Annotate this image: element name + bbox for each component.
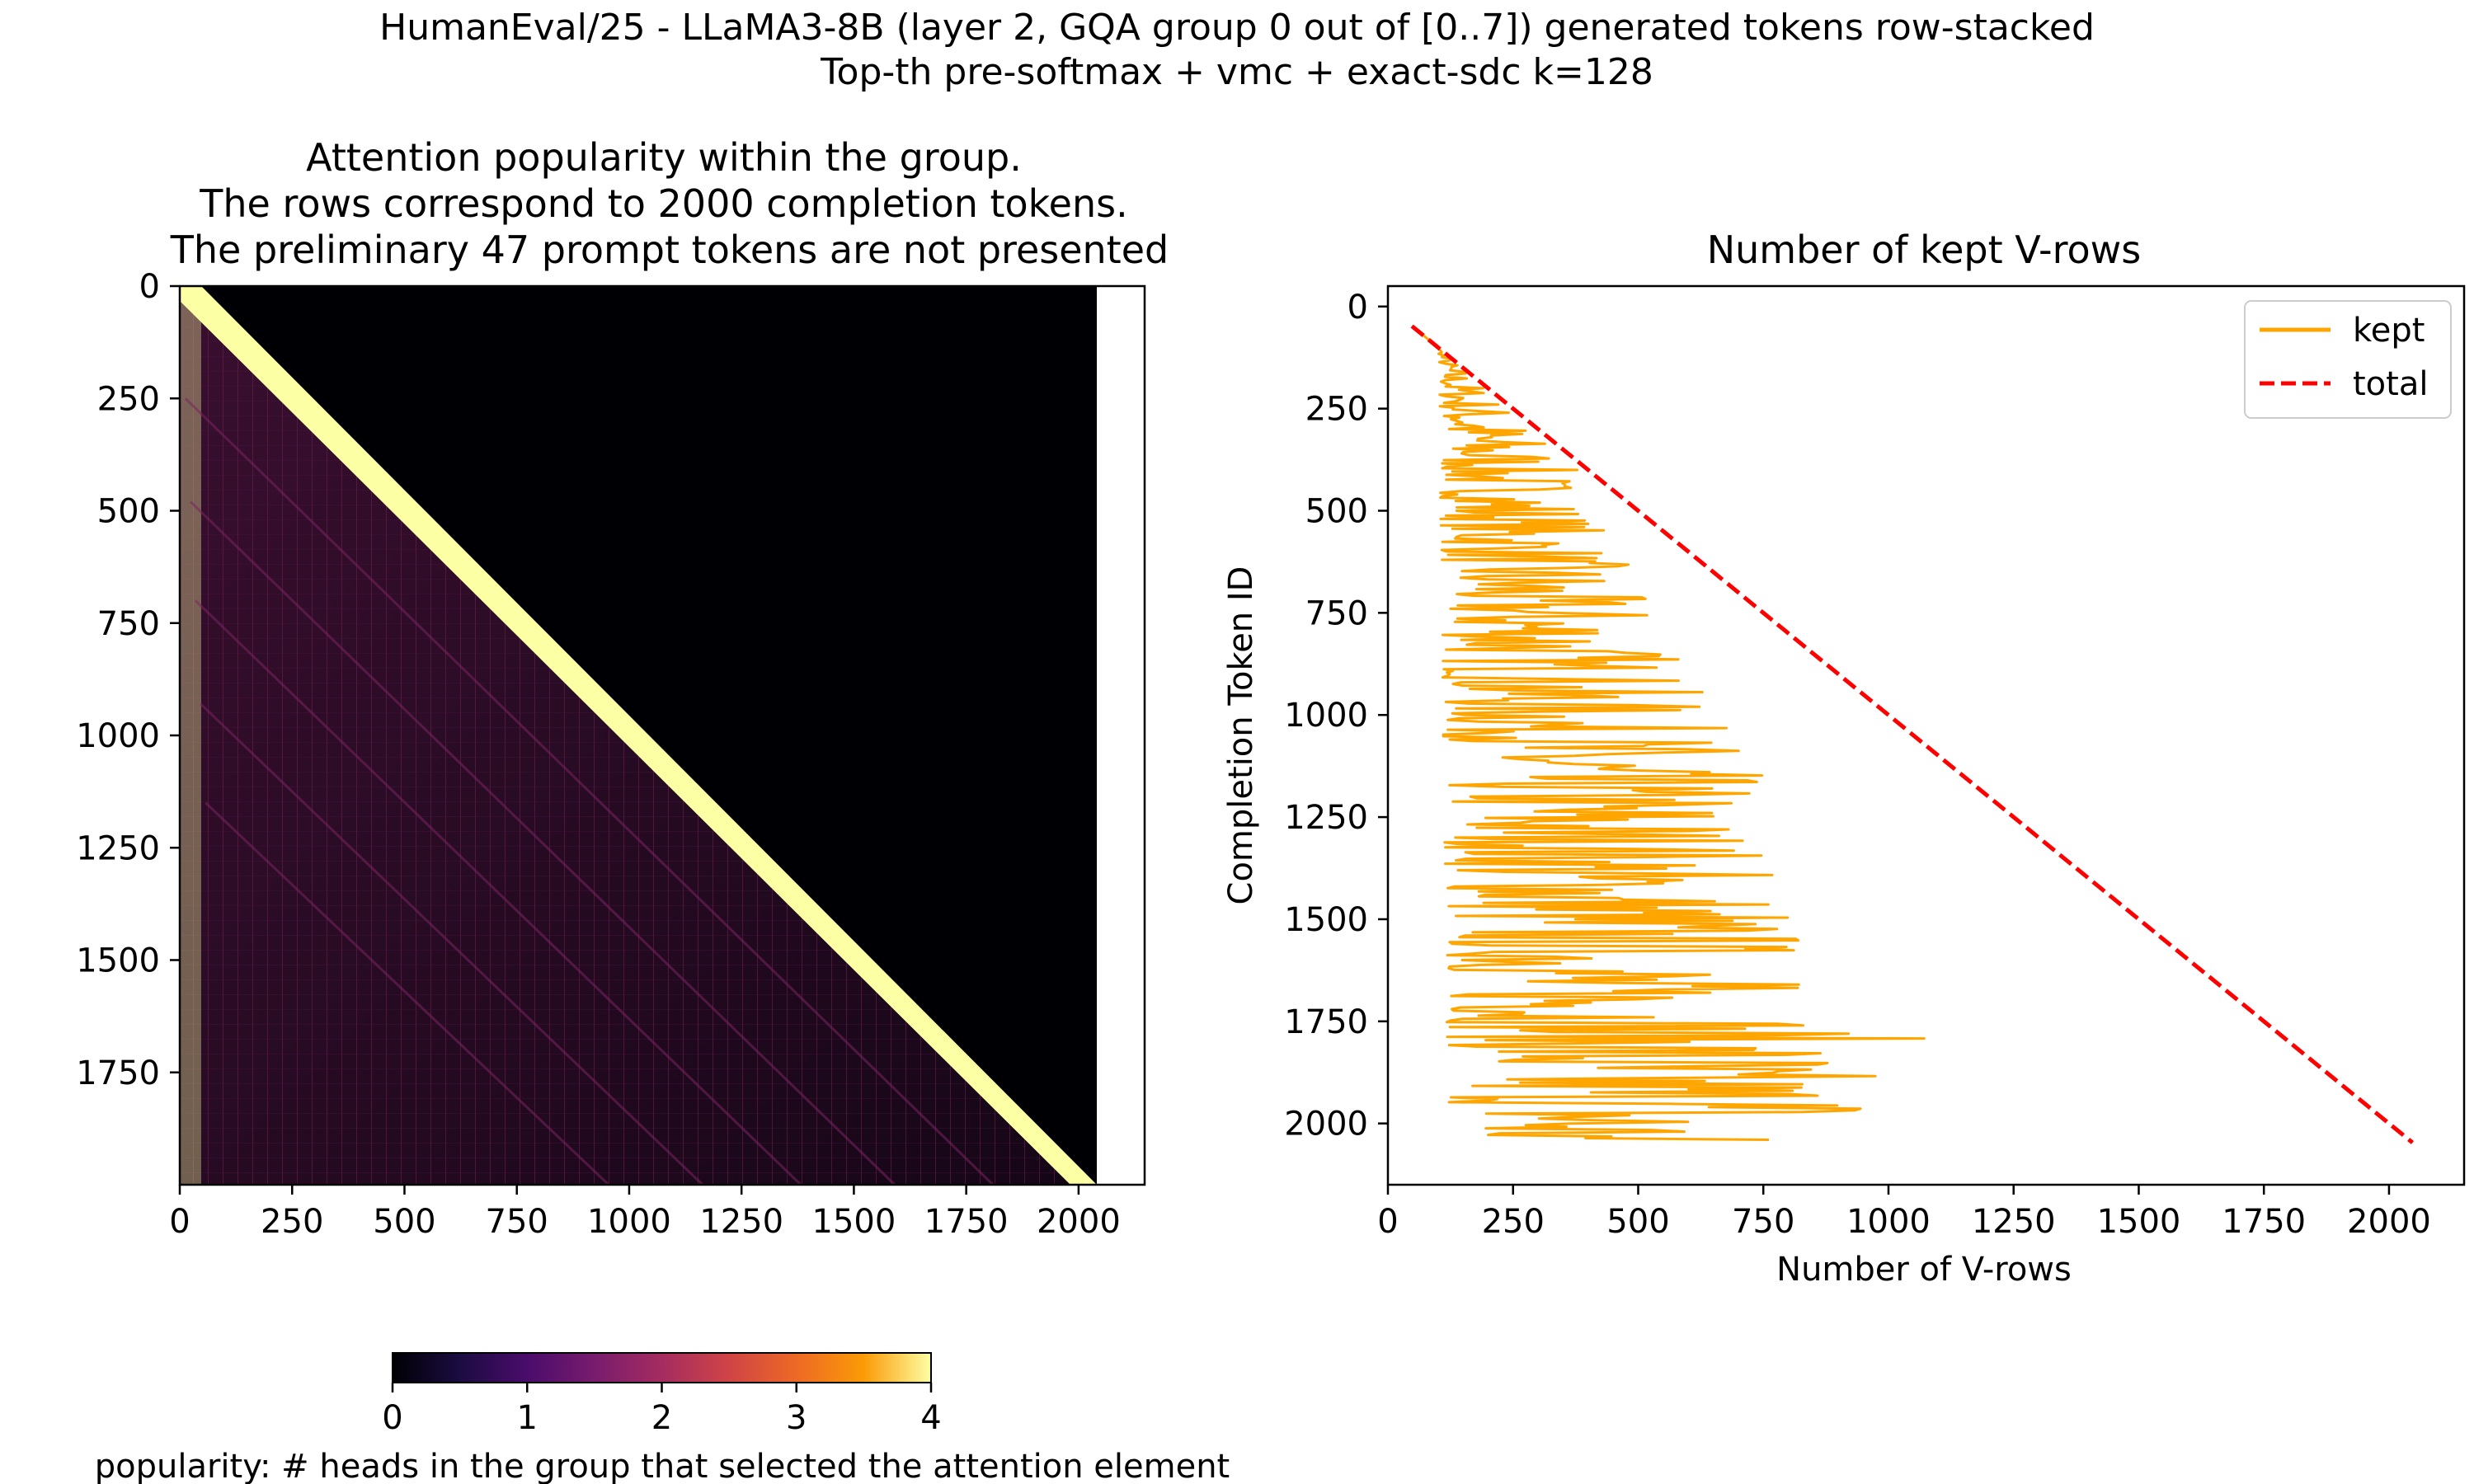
line-y-tick-label: 1250 [1284, 799, 1368, 837]
heatmap-stripe [205, 801, 610, 1186]
colorbar-tick-label: 2 [651, 1399, 672, 1437]
figure-title-line2: Top-th pre-softmax + vmc + exact-sdc k=1… [820, 51, 1653, 93]
line-x-tick-label: 0 [1377, 1203, 1398, 1241]
colorbar-tick-label: 3 [786, 1399, 807, 1437]
line-y-axis: 0 250 500 750 1000 1250 1500 1750 2000 [1284, 289, 1388, 1144]
heatmap-x-tick-label: 1000 [587, 1203, 671, 1241]
legend-kept-label: kept [2353, 312, 2425, 350]
heatmap-x-tick-label: 1750 [924, 1203, 1009, 1241]
line-y-tick-label: 750 [1305, 594, 1368, 632]
line-y-tick-label: 1000 [1284, 697, 1368, 735]
heatmap-x-axis: 0 250 500 750 1000 1250 1500 1750 2000 [169, 1185, 1121, 1241]
heatmap-x-tick-label: 750 [486, 1203, 548, 1241]
line-y-tick-label: 2000 [1284, 1106, 1368, 1144]
line-x-axis: 0 250 500 750 1000 1250 1500 1750 2000 [1377, 1185, 2431, 1241]
heatmap-y-tick-label: 1500 [76, 942, 160, 980]
kept-vrows-panel: Number of kept V-rows 0 250 500 750 1000 1250… [1222, 228, 2466, 1289]
legend: kept total [2244, 300, 2452, 419]
line-series [1410, 324, 2415, 1144]
line-x-tick-label: 1250 [1972, 1203, 2056, 1241]
heatmap-stripe [200, 702, 704, 1186]
heatmap-title-line1: Attention popularity within the group. [306, 135, 1022, 180]
heatmap-diagonal-band [180, 286, 1097, 1185]
heatmap-prompt-columns [180, 286, 201, 1185]
heatmap-y-tick-label: 0 [139, 268, 160, 306]
line-x-tick-label: 250 [1482, 1203, 1545, 1241]
legend-total-label: total [2353, 365, 2428, 403]
line-plot-area [1386, 284, 2466, 1186]
heatmap-stripe [184, 397, 995, 1186]
heatmap-x-tick-label: 1250 [699, 1203, 783, 1241]
heatmap-title-line3: The preliminary 47 prompt tokens are not… [170, 228, 1169, 272]
line-y-axis-label: Completion Token ID [1222, 566, 1260, 905]
line-x-tick-label: 750 [1732, 1203, 1794, 1241]
heatmap-y-axis: 0 250 500 750 1000 1250 1500 1750 [76, 268, 180, 1092]
heatmap-y-tick-label: 1250 [76, 829, 160, 867]
colorbar-label: popularity: # heads in the group that se… [95, 1448, 1230, 1484]
kept-series-line [1411, 325, 1926, 1141]
heatmap-panel: Attention popularity within the group. T… [76, 135, 1169, 1241]
line-x-tick-label: 1500 [2097, 1203, 2181, 1241]
colorbar-tick-label: 1 [517, 1399, 538, 1437]
line-y-tick-label: 1750 [1284, 1003, 1368, 1041]
heatmap-x-tick-label: 1500 [812, 1203, 896, 1241]
colorbar: 0 1 2 3 4 popularity: # heads in the group t… [95, 1352, 1230, 1484]
colorbar-ticks: 0 1 2 3 4 [382, 1383, 942, 1437]
heatmap-y-tick-label: 750 [97, 605, 160, 643]
heatmap-y-tick-label: 500 [97, 493, 160, 531]
heatmap-x-tick-label: 500 [373, 1203, 435, 1241]
heatmap-x-tick-label: 250 [261, 1203, 323, 1241]
line-y-tick-label: 250 [1305, 391, 1368, 429]
heatmap-y-tick-label: 250 [97, 380, 160, 418]
heatmap-y-tick-label: 1750 [76, 1054, 160, 1092]
heatmap-y-tick-label: 1000 [76, 717, 160, 755]
total-series-line [1410, 324, 2415, 1144]
heatmap-x-tick-label: 2000 [1037, 1203, 1121, 1241]
figure-title-line1: HumanEval/25 - LLaMA3-8B (layer 2, GQA g… [379, 7, 2095, 49]
line-y-tick-label: 0 [1348, 289, 1368, 326]
line-y-tick-label: 1500 [1284, 901, 1368, 939]
line-chart-title: Number of kept V-rows [1707, 228, 2142, 272]
heatmap-title-line2: The rows correspond to 2000 completion t… [199, 181, 1127, 226]
line-y-tick-label: 500 [1305, 493, 1368, 531]
line-x-tick-label: 1000 [1846, 1203, 1931, 1241]
line-x-tick-label: 1750 [2222, 1203, 2306, 1241]
colorbar-tick-label: 0 [382, 1399, 402, 1437]
colorbar-gradient [392, 1352, 932, 1383]
line-x-tick-label: 2000 [2347, 1203, 2431, 1241]
heatmap-stripe [195, 599, 802, 1186]
colorbar-tick-label: 4 [920, 1399, 941, 1437]
heatmap-diagonal-stripes [184, 397, 995, 1186]
line-x-tick-label: 500 [1606, 1203, 1669, 1241]
line-x-axis-label: Number of V-rows [1776, 1251, 2072, 1289]
heatmap-stripe [190, 500, 896, 1186]
heatmap-x-tick-label: 0 [169, 1203, 190, 1241]
